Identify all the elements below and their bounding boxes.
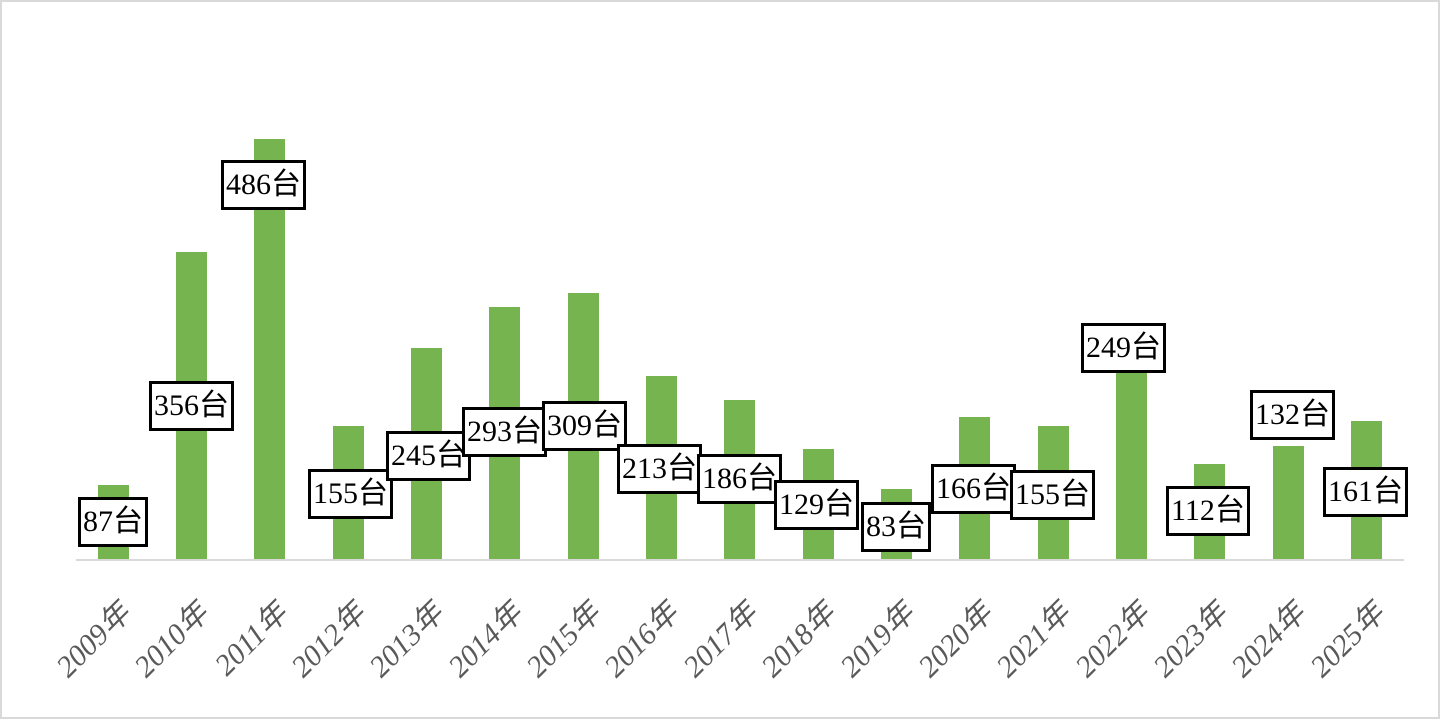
data-label-2023年: 112台: [1166, 486, 1250, 536]
data-label-2018年: 129台: [774, 480, 859, 530]
data-label-2010年: 356台: [149, 381, 234, 431]
bar-2022年: [1116, 345, 1147, 561]
data-label-2016年: 213台: [617, 444, 702, 494]
data-label-2021年: 155台: [1010, 470, 1095, 520]
data-label-2013年: 245台: [386, 431, 471, 481]
data-label-2011年: 486台: [221, 160, 306, 210]
data-label-2012年: 155台: [308, 469, 393, 519]
data-label-2019年: 83台: [861, 502, 931, 552]
data-label-2009年: 87台: [78, 497, 148, 547]
data-label-2015年: 309台: [542, 401, 627, 451]
data-label-2014年: 293台: [462, 407, 547, 457]
data-label-2022年: 249台: [1081, 323, 1166, 373]
data-label-2017年: 186台: [697, 454, 782, 504]
bar-2024年: [1273, 446, 1304, 561]
data-label-2020年: 166台: [931, 464, 1016, 514]
data-label-2025年: 161台: [1323, 467, 1408, 517]
x-axis-line: [76, 559, 1404, 561]
data-label-2024年: 132台: [1250, 390, 1335, 440]
